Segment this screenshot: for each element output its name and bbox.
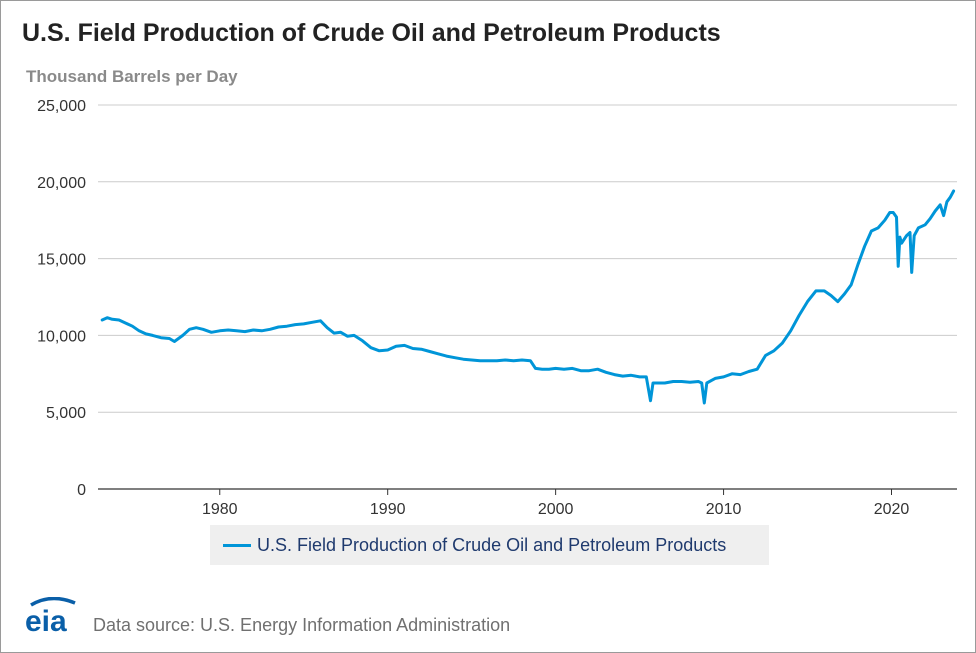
line-chart: 0 5,000 10,000 15,000 20,000 25,000 1980 1990 2… <box>37 98 957 518</box>
x-tick-label: 1990 <box>370 501 406 518</box>
logo-swoosh <box>30 597 76 607</box>
y-axis-ticks: 0 5,000 10,000 15,000 20,000 25,000 <box>37 98 86 499</box>
logo-text: eia <box>25 605 67 637</box>
gridlines <box>98 104 957 413</box>
y-tick-label: 10,000 <box>37 328 86 345</box>
eia-logo: eia <box>25 597 76 637</box>
legend-swatch <box>223 544 251 547</box>
y-tick-label: 25,000 <box>37 98 86 115</box>
x-axis: 1980 1990 2000 2010 2020 <box>98 488 957 518</box>
x-tick-label: 2020 <box>874 501 910 518</box>
chart-title: U.S. Field Production of Crude Oil and P… <box>22 19 721 47</box>
x-tick-label: 2000 <box>538 501 574 518</box>
y-tick-label: 20,000 <box>37 175 86 192</box>
series-layer <box>100 189 956 405</box>
legend[interactable]: U.S. Field Production of Crude Oil and P… <box>210 525 769 565</box>
legend-label: U.S. Field Production of Crude Oil and P… <box>257 535 727 555</box>
data-source-note: Data source: U.S. Energy Information Adm… <box>93 615 511 635</box>
y-tick-label: 0 <box>77 482 86 499</box>
y-tick-label: 5,000 <box>46 405 86 422</box>
x-tick-label: 2010 <box>706 501 742 518</box>
x-tick-label: 1980 <box>202 501 238 518</box>
y-axis-unit-label: Thousand Barrels per Day <box>26 67 238 86</box>
y-tick-label: 15,000 <box>37 252 86 269</box>
series-line[interactable] <box>100 189 956 405</box>
